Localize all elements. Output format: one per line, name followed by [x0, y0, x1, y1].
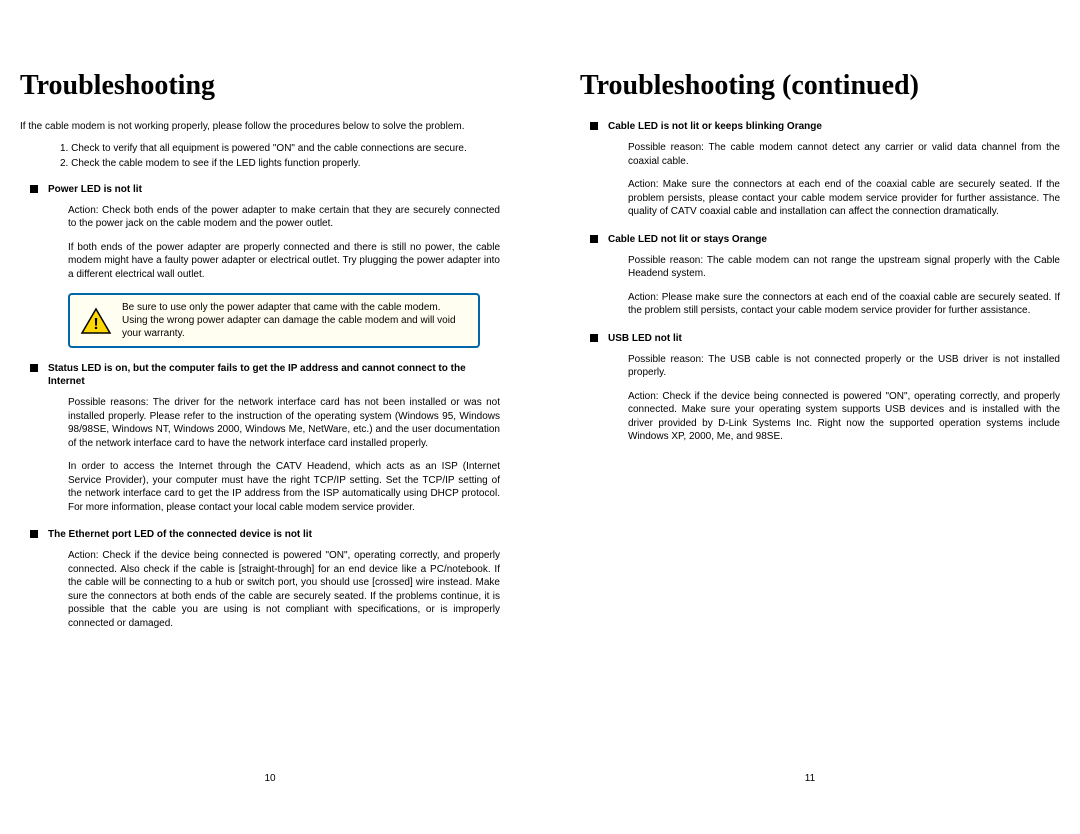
section-paragraph: Action: Check if the device being connec… — [20, 549, 500, 630]
warning-icon: ! — [80, 307, 112, 335]
left-page: Troubleshooting If the cable modem is no… — [0, 20, 540, 814]
section-paragraph: Action: Please make sure the connectors … — [580, 291, 1060, 318]
section-heading-text: The Ethernet port LED of the connected d… — [48, 528, 500, 541]
section-status-led: Status LED is on, but the computer fails… — [20, 362, 500, 514]
section-heading-text: Cable LED not lit or stays Orange — [608, 233, 1060, 246]
section-paragraph: In order to access the Internet through … — [20, 460, 500, 514]
section-paragraph: Action: Make sure the connectors at each… — [580, 178, 1060, 219]
section-power-led: Power LED is not lit Action: Check both … — [20, 183, 500, 349]
page-number: 11 — [540, 773, 1080, 784]
section-paragraph: Possible reason: The cable modem can not… — [580, 254, 1060, 281]
section-heading: Power LED is not lit — [20, 183, 500, 196]
section-paragraph: Action: Check if the device being connec… — [580, 390, 1060, 444]
warning-text: Be sure to use only the power adapter th… — [122, 301, 468, 340]
page-title: Troubleshooting — [20, 70, 500, 102]
section-paragraph: Action: Check both ends of the power ada… — [20, 204, 500, 231]
section-cable-led-orange: Cable LED not lit or stays Orange Possib… — [580, 233, 1060, 318]
section-paragraph: If both ends of the power adapter are pr… — [20, 241, 500, 282]
numbered-steps: 1. Check to verify that all equipment is… — [20, 142, 500, 171]
section-usb-led: USB LED not lit Possible reason: The USB… — [580, 332, 1060, 444]
section-paragraph: Possible reason: The cable modem cannot … — [580, 141, 1060, 168]
section-heading: USB LED not lit — [580, 332, 1060, 345]
bullet-icon — [590, 334, 598, 342]
bullet-icon — [30, 364, 38, 372]
section-ethernet-led: The Ethernet port LED of the connected d… — [20, 528, 500, 630]
bullet-icon — [590, 235, 598, 243]
section-cable-led-blinking: Cable LED is not lit or keeps blinking O… — [580, 120, 1060, 219]
page-title: Troubleshooting (continued) — [580, 70, 1060, 102]
svg-text:!: ! — [93, 316, 98, 333]
step-item: 2. Check the cable modem to see if the L… — [60, 157, 500, 171]
section-heading-text: Cable LED is not lit or keeps blinking O… — [608, 120, 1060, 133]
page-number: 10 — [0, 773, 540, 784]
section-heading-text: Power LED is not lit — [48, 183, 500, 196]
section-heading: Cable LED is not lit or keeps blinking O… — [580, 120, 1060, 133]
bullet-icon — [30, 185, 38, 193]
warning-box: ! Be sure to use only the power adapter … — [68, 293, 480, 348]
bullet-icon — [30, 530, 38, 538]
step-item: 1. Check to verify that all equipment is… — [60, 142, 500, 156]
right-page: Troubleshooting (continued) Cable LED is… — [540, 20, 1080, 814]
bullet-icon — [590, 122, 598, 130]
intro-text: If the cable modem is not working proper… — [20, 120, 500, 134]
section-heading: Cable LED not lit or stays Orange — [580, 233, 1060, 246]
section-heading: Status LED is on, but the computer fails… — [20, 362, 500, 388]
section-heading-text: USB LED not lit — [608, 332, 1060, 345]
section-heading-text: Status LED is on, but the computer fails… — [48, 362, 500, 388]
section-paragraph: Possible reasons: The driver for the net… — [20, 396, 500, 450]
section-heading: The Ethernet port LED of the connected d… — [20, 528, 500, 541]
section-paragraph: Possible reason: The USB cable is not co… — [580, 353, 1060, 380]
